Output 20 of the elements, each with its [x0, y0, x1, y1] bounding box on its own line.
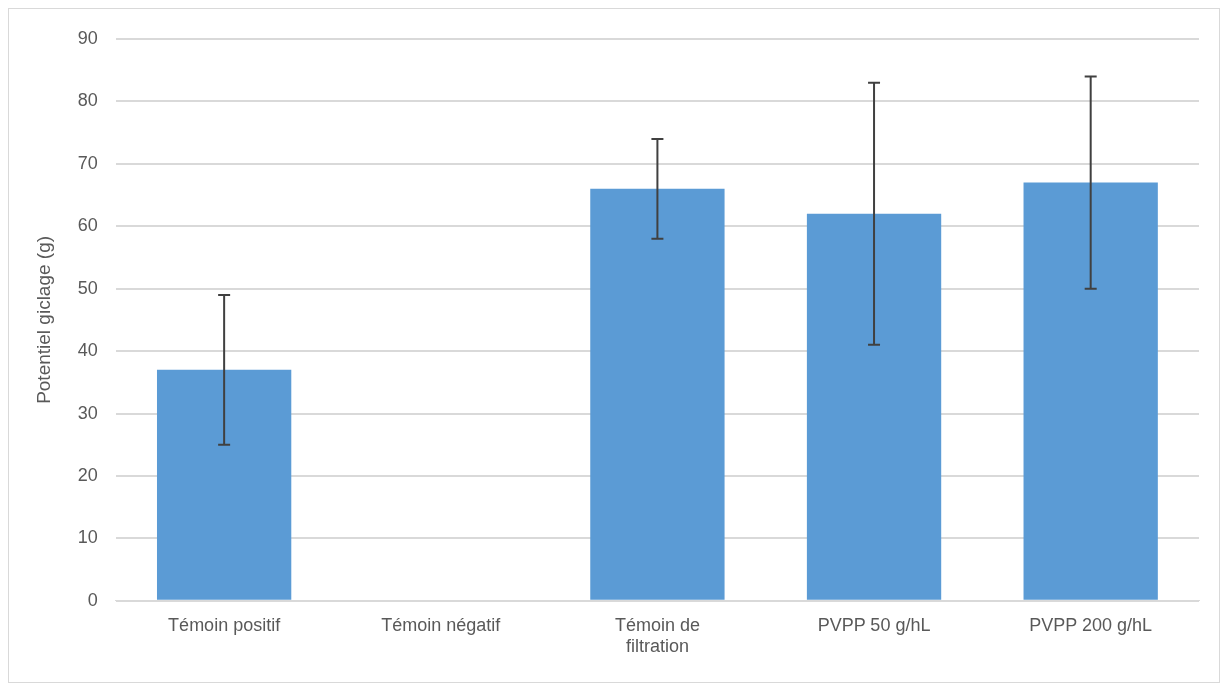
- y-tick-label: 0: [87, 589, 98, 610]
- bar: [590, 188, 725, 600]
- x-tick-label: PVPP 200 g/hL: [1029, 614, 1153, 635]
- x-tick-label: Témoin négatif: [381, 614, 502, 635]
- bar: [156, 369, 292, 600]
- x-tick-label: Témoin de filtration: [614, 614, 700, 657]
- y-tick-label: 40: [77, 340, 98, 361]
- y-tick-label: 90: [77, 27, 98, 48]
- y-tick-label: 50: [77, 277, 98, 298]
- y-tick-label: 10: [77, 527, 98, 548]
- y-tick-label: 60: [77, 215, 98, 236]
- bar: [1023, 182, 1158, 600]
- x-tick-label: Témoin positif: [168, 614, 282, 635]
- y-axis-title: Potentiel giclage (g): [32, 235, 54, 404]
- x-tick-label: PVPP 50 g/hL: [817, 614, 931, 635]
- y-tick-label: 70: [77, 152, 98, 173]
- y-tick-label: 20: [77, 464, 98, 485]
- y-tick-label: 80: [77, 90, 98, 111]
- bar: [806, 213, 942, 600]
- y-tick-label: 30: [77, 402, 98, 423]
